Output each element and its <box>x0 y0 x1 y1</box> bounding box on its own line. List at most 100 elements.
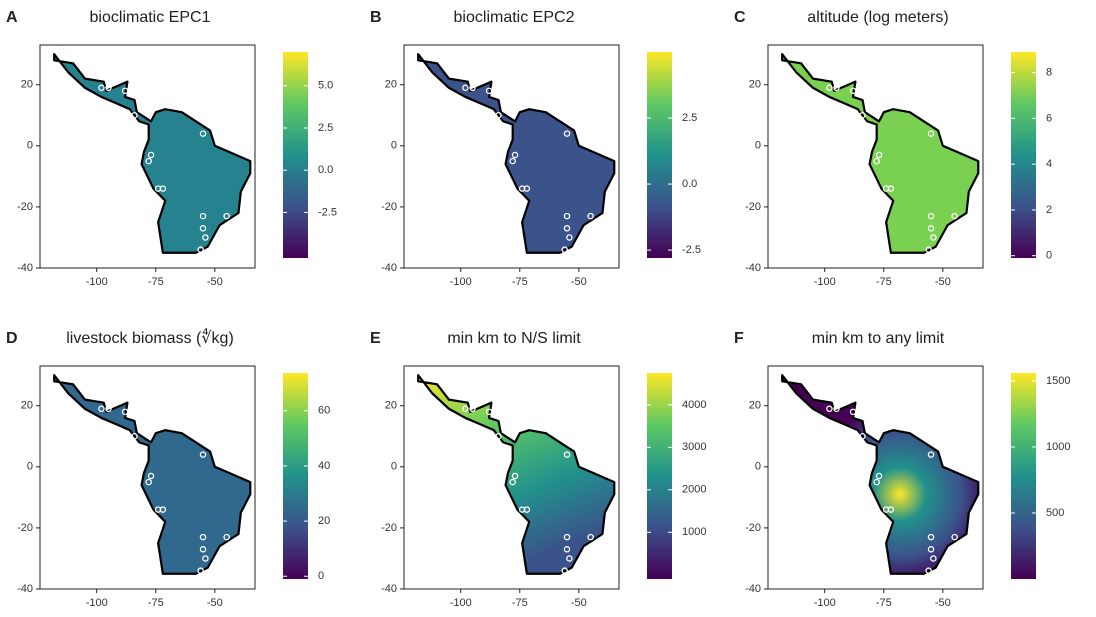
land-area <box>53 374 252 575</box>
y-tick-label: 0 <box>755 461 761 473</box>
sample-site <box>873 157 880 165</box>
panel-title: altitude (log meters) <box>807 9 948 26</box>
sample-site <box>523 185 531 192</box>
sample-site <box>930 234 937 241</box>
sample-site <box>561 567 568 574</box>
land-area <box>53 53 252 254</box>
colorbar <box>283 373 308 579</box>
y-tick-label: -40 <box>381 262 397 274</box>
x-tick-label: -75 <box>512 276 528 288</box>
sample-site <box>495 433 502 440</box>
colorbar-tick-label: -2.5 <box>682 244 701 256</box>
sample-site <box>561 246 568 253</box>
colorbar <box>647 373 672 579</box>
sample-site <box>859 112 866 119</box>
y-tick-label: -20 <box>381 522 397 534</box>
colorbar <box>647 52 672 258</box>
x-tick-label: -50 <box>935 597 951 609</box>
sample-site <box>566 555 573 562</box>
x-tick-label: -100 <box>814 276 836 288</box>
sample-site <box>511 151 519 159</box>
x-tick-label: -50 <box>207 276 223 288</box>
x-tick-label: -50 <box>207 597 223 609</box>
y-tick-label: 20 <box>21 79 33 91</box>
plot-frame <box>767 44 984 269</box>
panel-label: E <box>370 330 381 347</box>
sample-site <box>199 130 207 137</box>
y-tick-label: -20 <box>745 522 761 534</box>
sample-site <box>509 157 516 165</box>
plot-frame <box>39 44 256 269</box>
y-tick-label: -20 <box>17 201 33 213</box>
sample-site <box>462 405 469 413</box>
sample-site <box>159 506 167 513</box>
sample-site <box>199 546 207 553</box>
colorbar-tick-label: 2 <box>1046 204 1052 216</box>
sample-site <box>826 84 833 92</box>
y-tick-label: 0 <box>27 140 33 152</box>
colorbar-tick-label: 4 <box>1046 158 1052 170</box>
sample-site <box>98 405 105 413</box>
y-tick-label: 20 <box>385 79 397 91</box>
sample-site <box>875 472 883 480</box>
colorbar-tick-label: 2000 <box>682 484 706 496</box>
colorbar-tick-label: 0 <box>318 570 324 582</box>
colorbar-tick-label: 500 <box>1046 507 1064 519</box>
y-tick-label: 0 <box>27 461 33 473</box>
sample-site <box>131 112 138 119</box>
land-area <box>781 374 980 575</box>
colorbar-tick-label: 8 <box>1046 67 1052 79</box>
colorbar-tick-label: 5.0 <box>318 80 333 92</box>
sample-site <box>462 84 469 92</box>
x-tick-label: -100 <box>86 276 108 288</box>
x-tick-label: -75 <box>148 276 164 288</box>
sample-site <box>849 87 857 95</box>
x-tick-label: -75 <box>876 597 892 609</box>
panel-title: bioclimatic EPC1 <box>90 9 211 26</box>
land-area <box>417 374 616 575</box>
sample-site <box>202 234 209 241</box>
colorbar-tick-label: 60 <box>318 405 330 417</box>
plot-frame <box>403 365 620 590</box>
land-area <box>417 53 616 254</box>
sample-site <box>951 212 958 220</box>
sample-site <box>587 212 594 220</box>
sample-site <box>563 533 571 541</box>
sample-site <box>927 130 935 137</box>
x-tick-label: -75 <box>148 597 164 609</box>
sample-site <box>121 408 129 416</box>
y-tick-label: -40 <box>17 583 33 595</box>
panel-title: bioclimatic EPC2 <box>454 9 575 26</box>
y-tick-label: -20 <box>381 201 397 213</box>
sample-site <box>159 185 167 192</box>
sample-site <box>145 478 152 486</box>
y-tick-label: -40 <box>745 583 761 595</box>
sample-site <box>873 478 880 486</box>
sample-site <box>566 234 573 241</box>
panel-title: livestock biomass (∜kg) <box>66 327 234 347</box>
sample-site <box>587 533 594 541</box>
colorbar-tick-label: 6 <box>1046 112 1052 124</box>
sample-site <box>563 212 571 220</box>
colorbar-tick-label: 40 <box>318 460 330 472</box>
sample-site <box>930 555 937 562</box>
sample-site <box>509 478 516 486</box>
x-tick-label: -50 <box>935 276 951 288</box>
colorbar-tick-label: 1500 <box>1046 375 1070 387</box>
panel-label: A <box>6 9 18 26</box>
sample-site <box>563 130 571 137</box>
sample-site <box>927 451 935 458</box>
x-tick-label: -100 <box>86 597 108 609</box>
sample-site <box>925 246 932 253</box>
colorbar <box>1011 373 1036 579</box>
colorbar-tick-label: 0.0 <box>318 164 333 176</box>
y-tick-label: 20 <box>385 400 397 412</box>
x-tick-label: -75 <box>876 276 892 288</box>
sample-site <box>147 472 155 480</box>
colorbar-tick-label: 0 <box>1046 250 1052 262</box>
sample-site <box>511 472 519 480</box>
sample-site <box>469 84 476 92</box>
